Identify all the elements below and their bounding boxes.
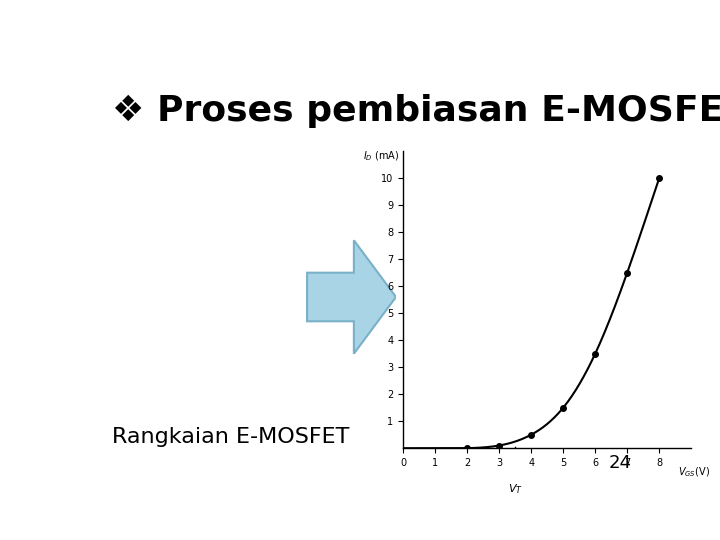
Text: ❖ Proses pembiasan E-MOSFET (2): ❖ Proses pembiasan E-MOSFET (2): [112, 94, 720, 128]
Text: Rangkaian E-MOSFET: Rangkaian E-MOSFET: [112, 427, 350, 447]
Text: $V_{GS}$(V): $V_{GS}$(V): [678, 465, 711, 480]
Polygon shape: [307, 240, 396, 354]
Text: $V_T$: $V_T$: [508, 482, 523, 496]
Text: $I_D$ (mA): $I_D$ (mA): [363, 150, 399, 164]
Text: 24: 24: [608, 454, 631, 472]
